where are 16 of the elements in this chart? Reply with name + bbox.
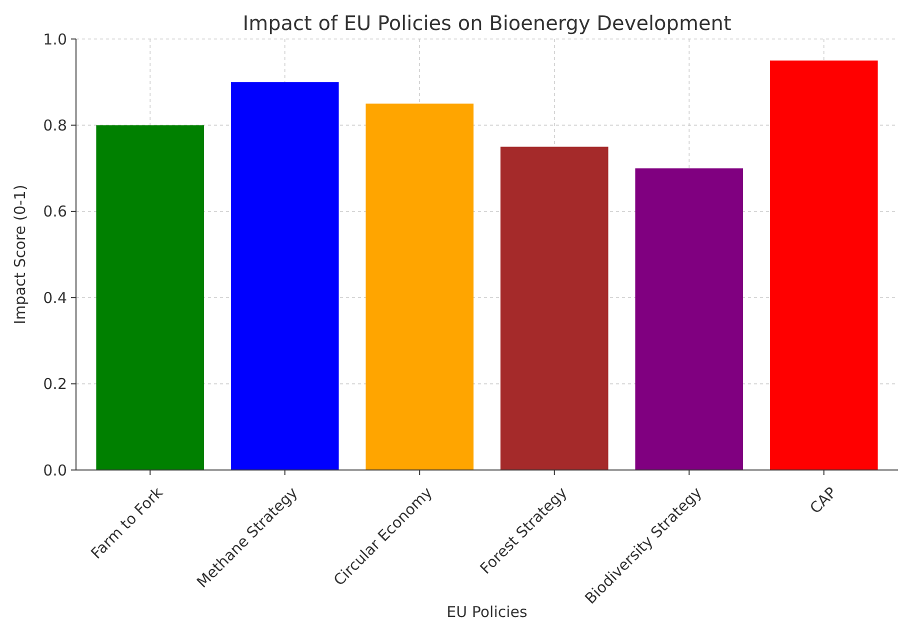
bar xyxy=(770,60,878,470)
x-tick-label: CAP xyxy=(806,484,840,518)
bar xyxy=(366,104,474,470)
chart-title: Impact of EU Policies on Bioenergy Development xyxy=(242,11,732,35)
y-tick-label: 1.0 xyxy=(43,30,67,48)
x-axis-title: EU Policies xyxy=(446,603,528,620)
y-tick-label: 0.0 xyxy=(43,461,67,480)
y-tick-label: 0.4 xyxy=(43,288,67,307)
bar xyxy=(230,82,339,470)
y-tick-label: 0.6 xyxy=(43,202,67,221)
y-tick-label: 0.2 xyxy=(43,375,67,394)
bar xyxy=(500,146,608,470)
y-axis-title: Impact Score (0-1) xyxy=(11,184,29,324)
bar xyxy=(96,125,204,470)
y-tick-label: 0.8 xyxy=(43,116,67,134)
bar xyxy=(635,168,744,470)
